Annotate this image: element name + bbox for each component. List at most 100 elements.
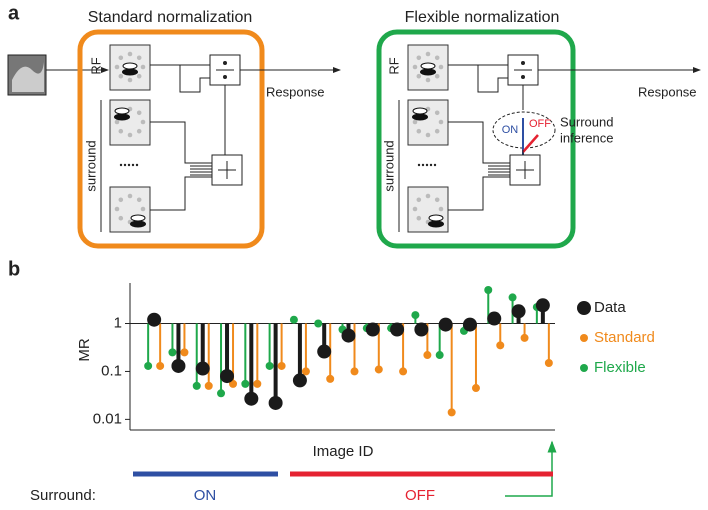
legend-label: Data [594, 299, 626, 316]
filter-dot [434, 73, 440, 79]
dot [399, 367, 408, 376]
dot [277, 361, 286, 370]
filter-dot [412, 119, 418, 125]
inference-ellipse [492, 111, 556, 149]
dot [292, 373, 307, 388]
dot [217, 389, 226, 398]
dot [520, 333, 529, 342]
dot [365, 322, 380, 337]
filter-dot [136, 55, 142, 61]
ellipsis-dot [131, 163, 135, 167]
y-axis-label: MR [76, 338, 93, 361]
surround-label: Surround: [30, 487, 96, 504]
ellipsis-dot [429, 163, 433, 167]
wire [448, 176, 510, 211]
legend-marker [580, 364, 588, 372]
dot [195, 361, 210, 376]
divide-dot [223, 75, 227, 79]
surround-group: ON [194, 487, 217, 504]
filter-dot [127, 51, 133, 57]
filter-dot [434, 128, 440, 134]
filter-dot [140, 206, 146, 212]
filter-dot [425, 132, 431, 138]
inference-label: inference [560, 130, 613, 145]
filter-dot [136, 128, 142, 134]
dot [471, 384, 480, 393]
filter-dot [434, 197, 440, 203]
dot [496, 341, 505, 350]
filter-dot [412, 64, 418, 70]
legend-label: Standard [594, 329, 655, 346]
panel-label: b [8, 258, 20, 280]
divide-dot [223, 61, 227, 65]
ellipsis-dot [433, 163, 437, 167]
filter-dot [114, 119, 120, 125]
surround-label: surround [83, 140, 98, 191]
image-detail [12, 62, 44, 92]
ellipsis-dot [425, 163, 429, 167]
dot [462, 317, 477, 332]
ellipsis-dot [119, 163, 123, 167]
y-tick-label: 0.01 [93, 410, 122, 427]
filter-dot [118, 55, 124, 61]
legend-marker [577, 301, 591, 315]
dot [180, 348, 189, 357]
dot [289, 315, 298, 324]
filter-off [122, 68, 138, 76]
response-label: Response [638, 84, 697, 99]
filter-dot [136, 73, 142, 79]
green-arrow [505, 440, 557, 497]
dot [511, 304, 526, 319]
filter-dot [425, 51, 431, 57]
filter-dot [412, 206, 418, 212]
filter-on [130, 214, 146, 222]
panel-title: Flexible normalization [405, 9, 560, 26]
filter-on [114, 107, 130, 115]
divide-dot [521, 75, 525, 79]
dot [317, 344, 332, 359]
dot [204, 381, 213, 390]
panel-title: Standard normalization [88, 9, 253, 26]
filter-dot [114, 206, 120, 212]
plus-box [211, 154, 243, 186]
dot [268, 395, 283, 410]
filter-dot [438, 64, 444, 70]
dot [244, 391, 259, 406]
legend-marker [580, 334, 588, 342]
ellipsis-dot [417, 163, 421, 167]
wire [150, 121, 212, 164]
dot [350, 367, 359, 376]
dot [229, 379, 238, 388]
filter-off [428, 220, 444, 228]
dot [253, 379, 262, 388]
ellipsis-dot [123, 163, 127, 167]
wire [448, 121, 510, 164]
dot [171, 358, 186, 373]
filter-dot [425, 193, 431, 199]
filter-on [122, 62, 138, 70]
on-label: ON [502, 124, 519, 136]
response-label: Response [266, 84, 325, 99]
filter-dot [140, 119, 146, 125]
standard-box [77, 29, 265, 249]
x-axis-label: Image ID [313, 443, 374, 460]
y-tick-label: 0.1 [101, 362, 122, 379]
filter-dot [136, 197, 142, 203]
filter-dot [438, 119, 444, 125]
filter-dot [434, 55, 440, 61]
filter-dot [127, 77, 133, 83]
dot [326, 374, 335, 383]
dot [156, 361, 165, 370]
filter-dot [114, 64, 120, 70]
wire [179, 65, 210, 93]
dot [301, 367, 310, 376]
dot [241, 379, 250, 388]
filter-dot [434, 110, 440, 116]
dot [314, 319, 323, 328]
filter-dot [425, 77, 431, 83]
dot [341, 328, 356, 343]
dot [144, 361, 153, 370]
filter-on [428, 214, 444, 222]
dot [147, 312, 162, 327]
